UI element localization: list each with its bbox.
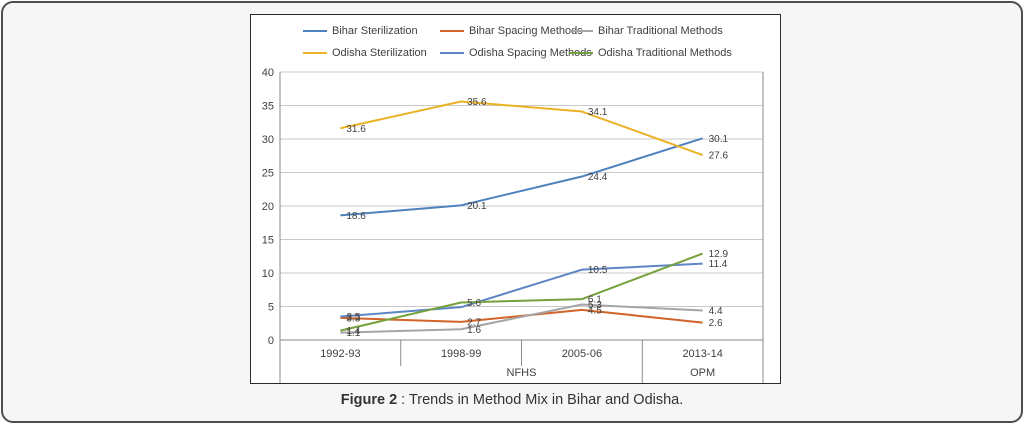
data-label: 6.1	[588, 295, 602, 306]
data-label: 20.1	[467, 201, 487, 212]
chart-plot: 0 5 10 15 20 25 30 35 40 1992-93 1998-99 2005-06 201…	[262, 67, 764, 383]
data-label: 12.9	[709, 249, 729, 260]
x-category-label: 1998-99	[441, 348, 481, 360]
legend-item-1: Bihar Spacing Methods	[440, 24, 583, 37]
data-label: 5.3	[588, 300, 602, 311]
x-category-label: 1992-93	[320, 348, 360, 360]
figure-caption-text: Trends in Method Mix in Bihar and Odisha…	[408, 392, 684, 408]
series-line	[340, 262, 703, 318]
data-label: 4.5	[588, 305, 602, 316]
legend-label: Bihar Spacing Methods	[469, 24, 583, 37]
chart-frame: 0 5 10 15 20 25 30 35 40 1992-93 1998-99 2005-06 201…	[250, 14, 781, 384]
y-axis-tick: 40	[262, 67, 274, 79]
legend-swatch	[440, 29, 464, 32]
y-axis-tick: 10	[262, 268, 274, 280]
data-label: 3.5	[346, 312, 360, 323]
x-group-label: NFHS	[507, 367, 537, 379]
legend-label: Bihar Traditional Methods	[598, 24, 723, 37]
data-label: 27.6	[709, 151, 729, 162]
series-line	[340, 100, 703, 157]
data-label: 30.1	[709, 134, 729, 145]
series-line	[340, 137, 703, 217]
data-label: 18.6	[346, 211, 366, 222]
legend-label: Odisha Spacing Methods	[469, 46, 592, 59]
series-line	[340, 303, 703, 334]
data-label: 3.3	[346, 313, 360, 324]
data-label: 2.6	[709, 318, 723, 329]
y-axis-tick: 20	[262, 201, 274, 213]
data-label: 1.1	[346, 328, 360, 339]
data-label: 2.7	[467, 317, 481, 328]
legend-label: Bihar Sterilization	[332, 24, 418, 37]
figure-caption-label: Figure 2	[340, 392, 398, 408]
data-label: 11.4	[709, 259, 728, 270]
data-label: 10.5	[588, 265, 608, 276]
data-label: 1.4	[346, 326, 360, 337]
data-label: 1.6	[467, 325, 481, 336]
y-axis-tick: 5	[268, 302, 274, 314]
figure-caption-separator: :	[397, 392, 409, 408]
data-label: 35.6	[467, 97, 487, 108]
legend-label: Odisha Traditional Methods	[598, 46, 732, 59]
legend-item-3: Odisha Sterilization	[303, 46, 440, 59]
data-label: 34.1	[588, 107, 608, 118]
x-category-label: 2005-06	[562, 348, 602, 360]
legend-item-4: Odisha Spacing Methods	[440, 46, 592, 59]
x-category-label: 2013-14	[682, 348, 722, 360]
legend-swatch	[569, 51, 593, 54]
legend-swatch	[303, 51, 327, 54]
legend-item-5: Odisha Traditional Methods	[569, 46, 732, 59]
y-axis-tick: 0	[268, 335, 274, 347]
y-axis-tick: 30	[262, 134, 274, 146]
legend-swatch	[569, 29, 593, 32]
series-line	[340, 252, 703, 332]
data-label: 5.6	[467, 298, 481, 309]
legend-swatch	[303, 29, 327, 32]
legend-swatch	[440, 51, 464, 54]
y-axis-tick: 25	[262, 168, 274, 180]
data-label: 24.4	[588, 172, 608, 183]
x-group-label: OPM	[690, 367, 715, 379]
legend-label: Odisha Sterilization	[332, 46, 427, 59]
y-axis-tick: 35	[262, 101, 274, 113]
chart-legend: Bihar Sterilization Bihar Spacing Methods…	[303, 24, 732, 59]
figure-caption: Figure 2 : Trends in Method Mix in Bihar…	[3, 392, 1021, 408]
data-label: 4.4	[709, 306, 723, 317]
legend-item-2: Bihar Traditional Methods	[569, 24, 732, 37]
data-label: 31.6	[346, 124, 366, 135]
legend-item-0: Bihar Sterilization	[303, 24, 440, 37]
y-axis-tick: 15	[262, 235, 274, 247]
